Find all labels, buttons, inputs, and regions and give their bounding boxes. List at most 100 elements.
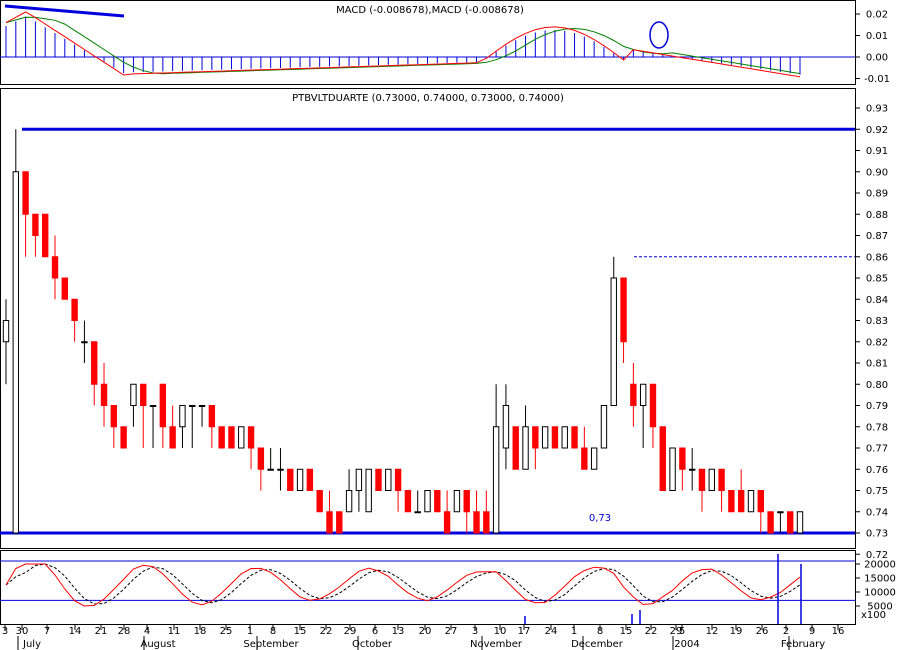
macd-tick-label: 0.00 [866, 53, 888, 64]
day-tick-label: 22 [645, 626, 658, 637]
price-tick-label: 0.93 [866, 104, 888, 115]
osc-tick-label: 5000 [867, 602, 892, 613]
price-tick-label: 0.87 [866, 231, 888, 242]
candle-body [316, 490, 323, 513]
day-tick-label: 6 [372, 626, 378, 637]
day-tick-label: 19 [730, 626, 743, 637]
osc-tick-label: 10000 [864, 588, 896, 599]
volume-scale-label: x100 [861, 610, 886, 621]
osc-k-line [5, 563, 801, 607]
day-tick-label: 3 [472, 626, 478, 637]
day-tick-label: 29 [670, 626, 683, 637]
day-tick-label: 15 [294, 626, 307, 637]
candle-body [639, 383, 647, 406]
candle-body [71, 298, 78, 321]
price-tick-label: 0.89 [866, 189, 888, 200]
candle-body [32, 213, 39, 236]
day-tick-label: 16 [832, 626, 845, 637]
osc-d-line [5, 563, 801, 605]
day-tick-label: 17 [518, 626, 531, 637]
candle-body [581, 447, 588, 470]
day-tick-label: 30 [16, 626, 29, 637]
candle-body [120, 426, 127, 449]
month-label: November [470, 639, 523, 650]
candle-body [159, 383, 167, 428]
day-tick-label: 8 [597, 626, 603, 637]
day-tick-label: 9 [809, 626, 815, 637]
candle-body [91, 341, 98, 385]
macd-layer [5, 11, 801, 78]
day-tick-label: 4 [144, 626, 150, 637]
candle-body [532, 426, 539, 449]
candle-body [796, 511, 804, 534]
candle-body [718, 468, 725, 491]
candle-body [659, 426, 666, 491]
candle-body [169, 426, 176, 449]
candle-body [473, 511, 480, 534]
day-tick-label: 12 [706, 626, 719, 637]
candle-body [130, 383, 137, 406]
candle-body [787, 511, 794, 534]
price-tick-label: 0.82 [866, 337, 888, 348]
price-tick-label: 0.75 [866, 486, 888, 497]
price-tick-label: 0.88 [866, 210, 888, 221]
axis-layer: 0.93 0.92 0.91 0.90 0.89 0.88 0.87 0.86 0.85 0.84… [2, 10, 896, 650]
price-tick-label: 0.85 [866, 274, 888, 285]
candle-body [757, 490, 764, 513]
oscillator-layer [0, 554, 855, 624]
candle-body [306, 468, 314, 491]
candle-body [326, 511, 333, 534]
candle-body [385, 468, 392, 491]
day-tick-label: 20 [419, 626, 432, 637]
day-tick-label: 11 [168, 626, 181, 637]
day-tick-label: 22 [320, 626, 333, 637]
day-tick-label: 1 [247, 626, 253, 637]
price-title: PTBVLTDUARTE (0.73000, 0.74000, 0.73000,… [292, 93, 564, 104]
price-tick-label: 0.77 [866, 444, 888, 455]
day-tick-label: 14 [69, 626, 82, 637]
month-label: October [352, 639, 393, 650]
candle-body [287, 468, 294, 491]
candle-body [551, 426, 559, 449]
candle-body [669, 447, 676, 491]
price-panel-frame [0, 88, 856, 549]
price-tick-label: 0.84 [866, 295, 888, 306]
day-tick-label: 8 [270, 626, 276, 637]
candle-body [620, 277, 627, 343]
candle-body [483, 511, 490, 534]
macd-title: MACD (-0.008678),MACD (-0.008678) [336, 5, 524, 16]
candle-body [51, 256, 59, 279]
price-tick-label: 0.78 [866, 422, 888, 433]
price-tick-label: 0.80 [866, 380, 888, 391]
candle-body [424, 490, 431, 513]
candle-body [698, 468, 706, 491]
macd-tick-label: 0.02 [866, 10, 888, 21]
candle-body [610, 277, 617, 406]
month-label: 2004 [674, 639, 699, 650]
day-tick-label: 1 [571, 626, 577, 637]
day-tick-label: 7 [44, 626, 50, 637]
osc-tick-label: 20000 [864, 560, 896, 571]
candle-body [747, 490, 755, 513]
candle-body [512, 426, 519, 470]
candle-body [365, 468, 372, 513]
candle-body [434, 490, 441, 513]
candle-body [443, 511, 451, 534]
day-tick-label: 24 [545, 626, 558, 637]
day-tick-label: 29 [344, 626, 357, 637]
candle-body [561, 426, 568, 449]
macd-panel-frame [0, 0, 856, 85]
candle-body [22, 171, 29, 215]
oscillator-panel-frame [0, 550, 856, 625]
price-layer [0, 127, 855, 535]
candle-body [12, 171, 19, 534]
candle-body [42, 213, 49, 258]
candle-body [414, 511, 421, 514]
candle-body [149, 405, 157, 407]
candle-body [218, 426, 225, 449]
price-tick-label: 0.72 [866, 550, 888, 561]
price-tick-label: 0.76 [866, 465, 888, 476]
candle-body [688, 468, 696, 471]
price-tick-label: 0.83 [866, 316, 888, 327]
